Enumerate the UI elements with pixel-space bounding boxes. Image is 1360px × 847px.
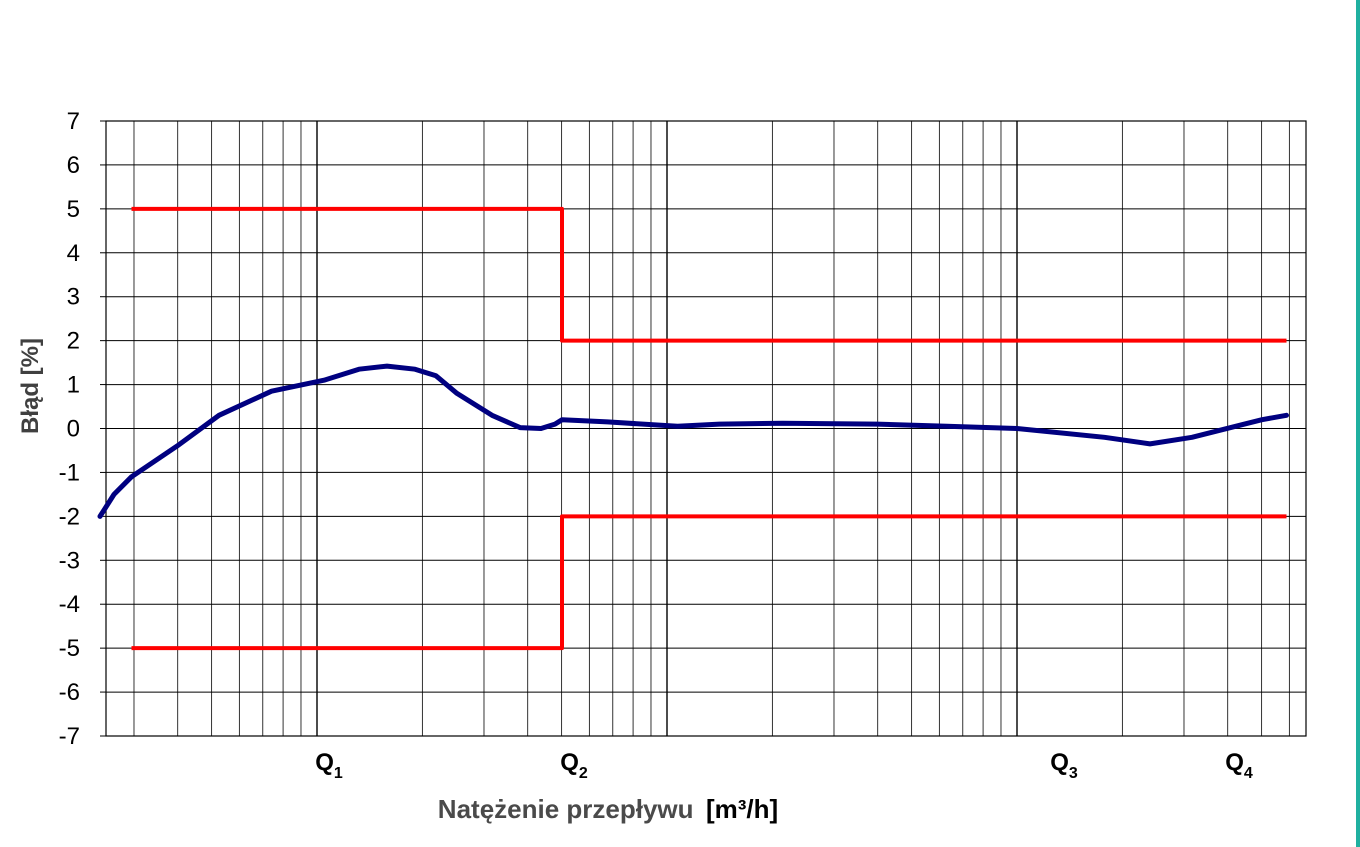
y-tick-label: 4: [67, 240, 80, 267]
x-axis-label: Natężenie przepływu [m³/h]: [438, 794, 778, 824]
flow-marker-q2: Q2: [560, 749, 588, 782]
y-tick-label: 6: [67, 152, 80, 179]
y-tick-label: -2: [59, 503, 80, 530]
page-edge-stripe: [1356, 0, 1360, 847]
y-axis-ticks: 7 6 5 4 3 2 1 0 -1 -2 -3 -4 -5 -6 -7: [59, 108, 80, 750]
y-tick-label: -5: [59, 635, 80, 662]
x-axis-flow-markers: Q1 Q2 Q3 Q4: [315, 749, 1253, 782]
y-tick-label: -3: [59, 547, 80, 574]
flow-marker-q3: Q3: [1050, 749, 1078, 782]
measured-error-curve: [97, 363, 1289, 519]
flow-marker-q1: Q1: [315, 749, 343, 782]
y-tick-label: 7: [67, 108, 80, 135]
y-tick-label: 2: [67, 328, 80, 355]
y-tick-label: 5: [67, 196, 80, 223]
y-tick-label: 1: [67, 372, 80, 399]
upper-limit-line: [131, 206, 1287, 343]
lower-limit-line: [131, 514, 1287, 651]
y-tick-label: 3: [67, 284, 80, 311]
plot-grid: [100, 120, 1307, 737]
y-tick-label: -4: [59, 591, 80, 618]
x-axis-label-text: Natężenie przepływu: [438, 794, 694, 824]
x-axis-label-unit: [m³/h]: [706, 794, 778, 824]
y-axis-label: Błąd [%]: [17, 338, 44, 434]
y-tick-label: -7: [59, 723, 80, 750]
plot-series: [97, 206, 1289, 651]
flow-marker-q4: Q4: [1225, 749, 1253, 782]
y-tick-label: -1: [59, 459, 80, 486]
y-tick-label: 0: [67, 416, 80, 443]
y-tick-label: -6: [59, 679, 80, 706]
